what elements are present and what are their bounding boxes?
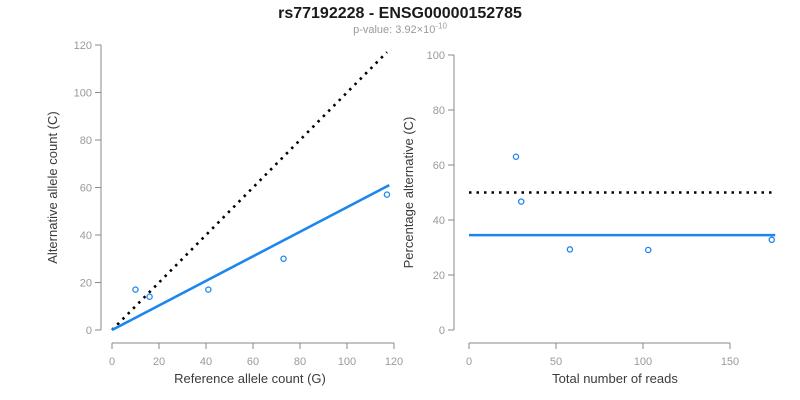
y-tick-label: 0	[439, 325, 445, 337]
data-point	[517, 198, 525, 205]
y-tick-label: 100	[427, 50, 445, 62]
x-axis-title: Reference allele count (G)	[174, 371, 326, 386]
data-point	[146, 293, 153, 300]
x-tick-label: 150	[721, 356, 739, 368]
x-tick-label: 40	[200, 356, 212, 368]
y-axis-title: Alternative allele count (C)	[45, 111, 60, 263]
data-point	[512, 153, 520, 160]
x-tick-label: 80	[294, 356, 306, 368]
data-point	[768, 236, 776, 244]
data-point	[132, 286, 139, 293]
y-tick-label: 100	[74, 88, 92, 100]
x-tick-label: 120	[385, 356, 403, 368]
x-tick-label: 100	[634, 356, 652, 368]
data-point	[280, 255, 287, 262]
data-point	[383, 191, 391, 198]
data-point	[566, 246, 574, 253]
y-tick-label: 60	[433, 160, 445, 172]
data-point	[644, 246, 652, 254]
p-value-subtitle: p-value: 3.92×10-10	[0, 21, 800, 36]
y-tick-label: 0	[86, 325, 92, 337]
x-tick-label: 20	[153, 356, 165, 368]
x-tick-label: 0	[109, 356, 115, 368]
x-tick-label: 60	[247, 356, 259, 368]
figure-title: rs77192228 - ENSG00000152785	[278, 5, 522, 22]
x-tick-label: 100	[338, 356, 356, 368]
y-tick-label: 20	[433, 270, 445, 282]
y-tick-label: 120	[74, 40, 92, 52]
y-tick-label: 20	[80, 278, 92, 290]
y-tick-label: 40	[433, 215, 445, 227]
x-tick-label: 0	[466, 356, 472, 368]
data-point	[205, 286, 212, 293]
p-value-base: p-value: 3.92×10	[353, 24, 436, 36]
x-axis-title: Total number of reads	[552, 371, 678, 386]
y-tick-label: 40	[80, 230, 92, 242]
regression-line	[111, 183, 390, 332]
y-tick-label: 80	[433, 105, 445, 117]
identity-line	[111, 51, 388, 331]
p-value-exponent: -10	[435, 21, 447, 31]
y-axis-title: Percentage alternative (C)	[401, 117, 416, 269]
y-tick-label: 60	[80, 183, 92, 195]
y-tick-label: 80	[80, 135, 92, 147]
x-tick-label: 50	[550, 356, 562, 368]
